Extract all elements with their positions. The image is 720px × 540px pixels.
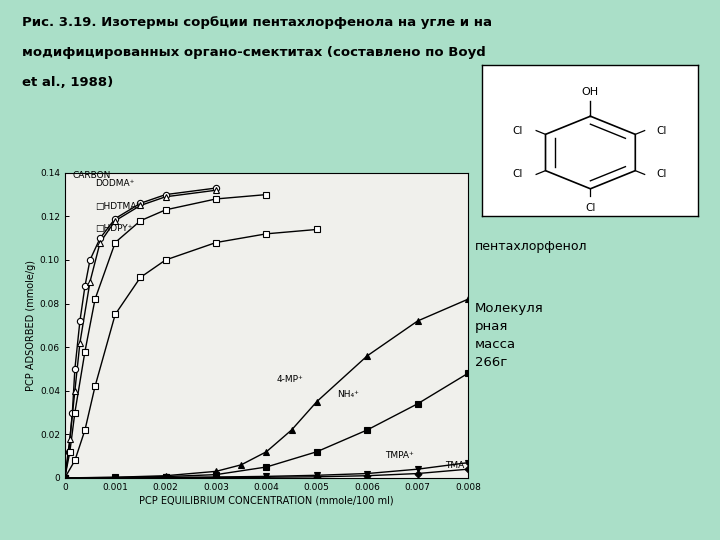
Text: □HDPY⁺: □HDPY⁺ <box>95 224 132 233</box>
Text: 4-MP⁺: 4-MP⁺ <box>276 375 303 384</box>
Text: □HDTMA⁺: □HDTMA⁺ <box>95 202 141 211</box>
Text: Cl: Cl <box>512 126 523 136</box>
Text: NH₄⁺: NH₄⁺ <box>337 390 359 400</box>
Text: CARBON: CARBON <box>72 171 111 180</box>
Text: DODMA⁺: DODMA⁺ <box>95 179 135 188</box>
Text: Cl: Cl <box>512 168 523 179</box>
Text: Рис. 3.19. Изотермы сорбции пентахлорфенола на угле и на: Рис. 3.19. Изотермы сорбции пентахлорфен… <box>22 16 492 29</box>
Text: TMPA⁺: TMPA⁺ <box>384 451 413 461</box>
X-axis label: PCP EQUILIBRIUM CONCENTRATION (mmole/100 ml): PCP EQUILIBRIUM CONCENTRATION (mmole/100… <box>139 496 394 506</box>
Text: Cl: Cl <box>656 168 667 179</box>
Text: Cl: Cl <box>585 204 595 213</box>
Y-axis label: PCP ADSORBED (mmole/g): PCP ADSORBED (mmole/g) <box>26 260 36 391</box>
Text: OH: OH <box>582 86 599 97</box>
Text: et al., 1988): et al., 1988) <box>22 76 113 89</box>
Text: Молекуля
рная
масса
266г: Молекуля рная масса 266г <box>475 302 544 369</box>
Text: модифицированных органо-смектитах (составлено по Boyd: модифицированных органо-смектитах (соста… <box>22 46 485 59</box>
Text: TMA⁺: TMA⁺ <box>445 461 469 470</box>
Text: пентахлорфенол: пентахлорфенол <box>475 240 588 253</box>
Text: Cl: Cl <box>656 126 667 136</box>
